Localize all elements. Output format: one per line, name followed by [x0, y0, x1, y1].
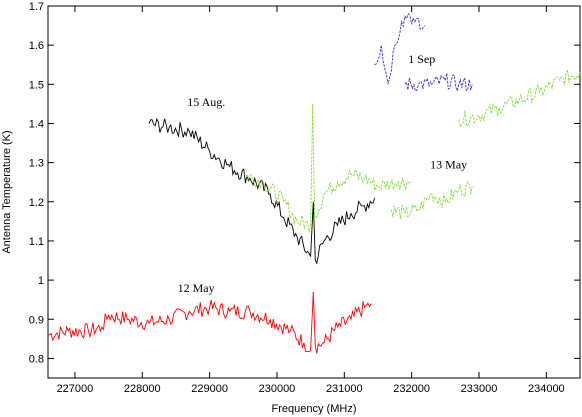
- series-layer: [47, 12, 581, 354]
- y-tick-label: 1.3: [29, 158, 44, 170]
- axis-ticks: 227000 228000 229000 230000 231000 232000 2330…: [29, 1, 580, 395]
- x-tick-label: 227000: [57, 383, 94, 395]
- x-tick-label: 230000: [259, 383, 296, 395]
- y-tick-label: 1.2: [29, 197, 44, 209]
- series-annotation: 13 May: [430, 158, 467, 172]
- x-tick-label: 228000: [124, 383, 161, 395]
- y-tick-label: 0.9: [29, 314, 44, 326]
- series-line-13-may: [390, 180, 473, 219]
- x-tick-label: 234000: [528, 383, 565, 395]
- series-line-15-aug: [148, 117, 376, 265]
- series-line-13-may: [458, 67, 581, 129]
- series-line-1-sep: [374, 12, 426, 85]
- y-axis-title: Antenna Temperature (K): [1, 130, 13, 253]
- series-annotation: 1 Sep: [408, 52, 435, 66]
- plot-frame: [47, 5, 581, 379]
- y-tick-label: 0.8: [29, 353, 44, 365]
- y-tick-label: 1.4: [29, 118, 44, 130]
- x-tick-label: 231000: [326, 383, 363, 395]
- series-line-13-may: [243, 103, 412, 233]
- x-tick-label: 232000: [393, 383, 430, 395]
- y-tick-label: 1.5: [29, 79, 44, 91]
- y-tick-label: 1: [38, 275, 44, 287]
- series-annotation: 15 Aug.: [187, 95, 225, 109]
- y-tick-label: 1.6: [29, 40, 44, 52]
- series-annotation: 12 May: [178, 281, 215, 295]
- x-tick-label: 229000: [191, 383, 228, 395]
- x-axis-title: Frequency (MHz): [272, 403, 357, 415]
- series-line-12-may: [47, 291, 372, 354]
- x-tick-label: 233000: [461, 383, 498, 395]
- y-tick-label: 1.7: [29, 1, 44, 13]
- series-line-1-sep: [404, 73, 473, 93]
- annotation-layer: 15 Aug. 1 Sep 13 May 12 May: [178, 52, 468, 295]
- y-tick-label: 1.1: [29, 236, 44, 248]
